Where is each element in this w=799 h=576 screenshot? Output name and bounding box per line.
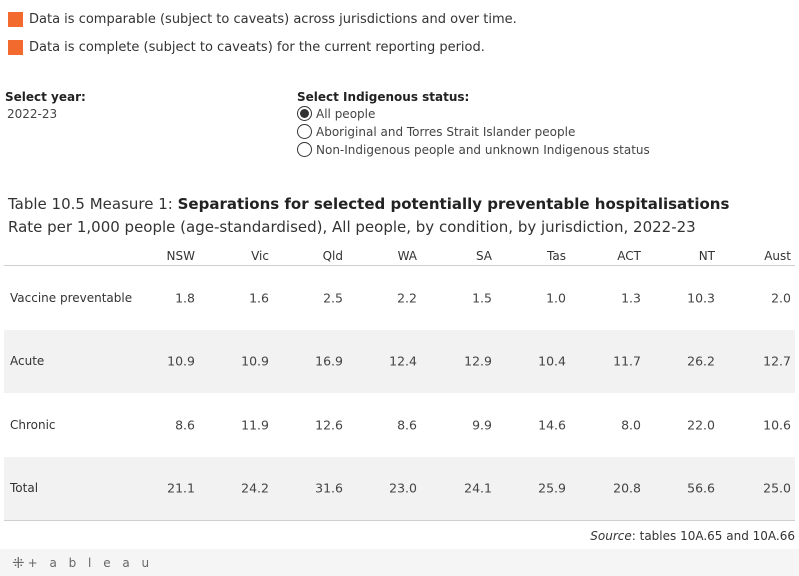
source-note: Source: tables 10A.65 and 10A.66 bbox=[590, 529, 795, 543]
table-cell: 10.9 bbox=[241, 353, 269, 369]
table-title-prefix: Table 10.5 Measure 1: bbox=[8, 195, 178, 213]
radio-label: Aboriginal and Torres Strait Islander pe… bbox=[316, 124, 576, 139]
column-header-vic: Vic bbox=[251, 249, 269, 263]
table-cell: 11.7 bbox=[613, 353, 641, 369]
year-filter-value[interactable]: 2022-23 bbox=[7, 107, 58, 121]
table-row[interactable]: Total 21.1 24.2 31.6 23.0 24.1 25.9 20.8… bbox=[4, 456, 795, 521]
table-cell: 25.0 bbox=[763, 480, 791, 496]
source-label: Source bbox=[590, 529, 632, 543]
column-header-nsw: NSW bbox=[166, 249, 195, 263]
column-header-aust: Aust bbox=[764, 249, 791, 263]
complete-swatch-icon bbox=[8, 40, 23, 55]
row-label: Acute bbox=[10, 354, 45, 369]
table-cell: 2.5 bbox=[323, 290, 343, 306]
table-cell: 1.0 bbox=[546, 290, 566, 306]
table-cell: 26.2 bbox=[687, 353, 715, 369]
radio-label: Non-Indigenous people and unknown Indige… bbox=[316, 142, 650, 157]
row-label: Total bbox=[10, 481, 39, 496]
footer-bar: ⁜ + a b l e a u bbox=[0, 549, 799, 576]
legend-text: Data is comparable (subject to caveats) … bbox=[29, 12, 517, 27]
table-cell: 10.9 bbox=[167, 353, 195, 369]
table-cell: 2.2 bbox=[397, 290, 417, 306]
row-label: Chronic bbox=[10, 417, 56, 432]
table-row[interactable]: Chronic 8.6 11.9 12.6 8.6 9.9 14.6 8.0 2… bbox=[4, 393, 795, 457]
radio-selected-icon[interactable] bbox=[297, 106, 312, 121]
row-label: Vaccine preventable bbox=[10, 290, 133, 305]
table-cell: 10.3 bbox=[687, 290, 715, 306]
column-header-wa: WA bbox=[397, 249, 417, 263]
table-title-main: Separations for selected potentially pre… bbox=[177, 195, 730, 213]
table-cell: 8.0 bbox=[621, 417, 641, 433]
table-row[interactable]: Acute 10.9 10.9 16.9 12.4 12.9 10.4 11.7… bbox=[4, 329, 795, 393]
year-filter-label: Select year: bbox=[5, 90, 86, 104]
table-cell: 1.8 bbox=[175, 290, 195, 306]
table-cell: 1.5 bbox=[472, 290, 492, 306]
legend-item-comparable: Data is comparable (subject to caveats) … bbox=[8, 12, 517, 27]
table-cell: 10.6 bbox=[763, 417, 791, 433]
source-text: : tables 10A.65 and 10A.66 bbox=[631, 529, 795, 543]
table-cell: 8.6 bbox=[397, 417, 417, 433]
column-header-act: ACT bbox=[617, 249, 641, 263]
legend-item-complete: Data is complete (subject to caveats) fo… bbox=[8, 40, 485, 55]
table-cell: 14.6 bbox=[538, 417, 566, 433]
table-cell: 12.6 bbox=[315, 417, 343, 433]
table-cell: 31.6 bbox=[315, 480, 343, 496]
table-row[interactable]: Vaccine preventable 1.8 1.6 2.5 2.2 1.5 … bbox=[4, 266, 795, 330]
table-cell: 16.9 bbox=[315, 353, 343, 369]
table-cell: 9.9 bbox=[472, 417, 492, 433]
table-cell: 11.9 bbox=[241, 417, 269, 433]
table-header: NSW Vic Qld WA SA Tas ACT NT Aust bbox=[4, 242, 795, 266]
radio-label: All people bbox=[316, 106, 376, 121]
table-cell: 1.3 bbox=[621, 290, 641, 306]
table-cell: 56.6 bbox=[687, 480, 715, 496]
table-cell: 1.6 bbox=[249, 290, 269, 306]
radio-option-non-indigenous[interactable]: Non-Indigenous people and unknown Indige… bbox=[297, 142, 650, 157]
column-header-qld: Qld bbox=[322, 249, 343, 263]
comparable-swatch-icon bbox=[8, 12, 23, 27]
tableau-wordmark: + a b l e a u bbox=[27, 556, 154, 570]
table-cell: 21.1 bbox=[167, 480, 195, 496]
column-header-nt: NT bbox=[698, 249, 715, 263]
table-cell: 10.4 bbox=[538, 353, 566, 369]
table-cell: 24.1 bbox=[464, 480, 492, 496]
table-cell: 12.7 bbox=[763, 353, 791, 369]
table-cell: 25.9 bbox=[538, 480, 566, 496]
tableau-plus-icon: ⁜ bbox=[12, 554, 25, 572]
radio-unselected-icon[interactable] bbox=[297, 124, 312, 139]
table-subtitle: Rate per 1,000 people (age-standardised)… bbox=[8, 218, 696, 236]
table-cell: 22.0 bbox=[687, 417, 715, 433]
indigenous-filter-label: Select Indigenous status: bbox=[297, 90, 470, 104]
radio-option-aboriginal[interactable]: Aboriginal and Torres Strait Islander pe… bbox=[297, 124, 575, 139]
table-cell: 2.0 bbox=[771, 290, 791, 306]
table-cell: 12.4 bbox=[389, 353, 417, 369]
column-header-tas: Tas bbox=[547, 249, 566, 263]
table-cell: 23.0 bbox=[389, 480, 417, 496]
data-table: NSW Vic Qld WA SA Tas ACT NT Aust Vaccin… bbox=[4, 242, 795, 521]
table-cell: 12.9 bbox=[464, 353, 492, 369]
radio-unselected-icon[interactable] bbox=[297, 142, 312, 157]
table-cell: 20.8 bbox=[613, 480, 641, 496]
table-cell: 8.6 bbox=[175, 417, 195, 433]
table-title: Table 10.5 Measure 1: Separations for se… bbox=[8, 195, 729, 213]
column-header-sa: SA bbox=[475, 249, 492, 263]
tableau-logo[interactable]: ⁜ + a b l e a u bbox=[12, 554, 153, 572]
legend-text: Data is complete (subject to caveats) fo… bbox=[29, 40, 485, 55]
table-cell: 24.2 bbox=[241, 480, 269, 496]
radio-option-all-people[interactable]: All people bbox=[297, 106, 375, 121]
